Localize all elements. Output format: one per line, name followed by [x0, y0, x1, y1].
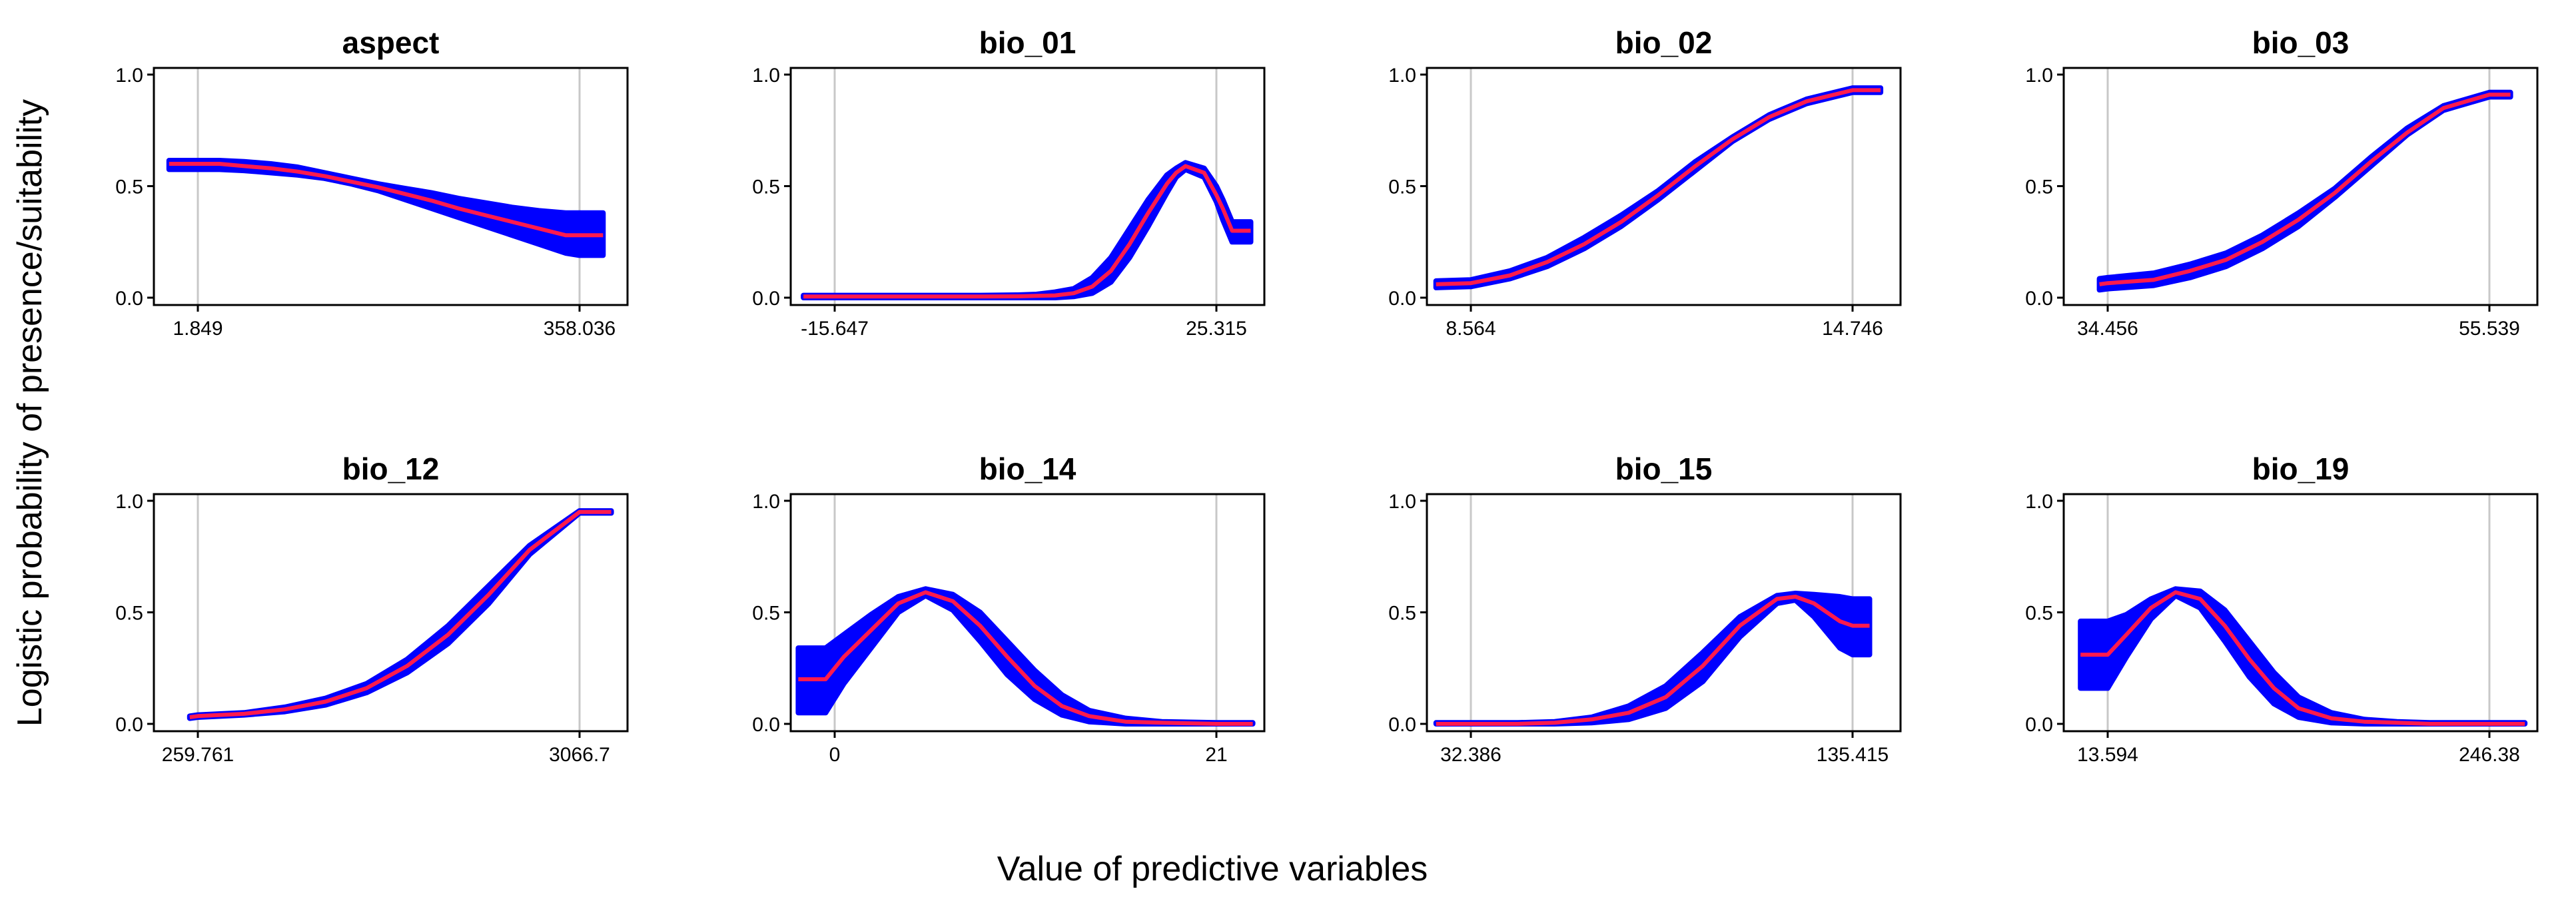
confidence-band	[166, 158, 606, 258]
y-tick-label: 0.0	[2025, 714, 2053, 736]
figure-y-axis-label: Logistic probability of presence/suitabi…	[11, 99, 49, 727]
y-tick-label: 0.5	[115, 176, 143, 198]
y-tick-label: 0.0	[752, 714, 780, 736]
panel-bio-14: 0.0 0.5 1.0 0 21 bio_14	[752, 452, 1266, 766]
x-tick-label: 25.315	[1186, 318, 1247, 340]
y-tick-label: 0.5	[1388, 176, 1416, 198]
panel-bio-15: 0.0 0.5 1.0 32.386 135.415 bio_15	[1388, 452, 1902, 766]
y-tick-label: 0.0	[115, 714, 143, 736]
x-tick-label: 55.539	[2459, 318, 2520, 340]
x-tick-label: 259.761	[162, 744, 234, 766]
x-tick-label: 246.38	[2459, 744, 2520, 766]
y-tick-label: 0.5	[752, 603, 780, 625]
x-tick-label: 358.036	[544, 318, 616, 340]
response-curve	[798, 590, 1253, 726]
confidence-band	[1433, 85, 1884, 290]
x-tick-label: 1.849	[173, 318, 222, 340]
confidence-band	[1433, 591, 1873, 727]
y-tick-label: 1.0	[2025, 491, 2053, 513]
y-tick-label: 1.0	[752, 491, 780, 513]
y-tick-label: 0.0	[2025, 288, 2053, 310]
panel-bio-01: 0.0 0.5 1.0 -15.647 25.315 bio_01	[752, 25, 1266, 340]
y-tick-label: 0.0	[1388, 288, 1416, 310]
x-tick-label: 14.746	[1822, 318, 1883, 340]
plot-frame	[789, 67, 1266, 306]
y-tick-label: 1.0	[1388, 491, 1416, 513]
y-tick-label: 1.0	[2025, 65, 2053, 87]
panels-group: 0.0 0.5 1.0 1.849 358.036 aspect 0.0 0.5 1.0 -15.…	[115, 25, 2539, 766]
panel-title: aspect	[342, 25, 440, 60]
panel-title: bio_15	[1615, 452, 1713, 486]
x-tick-label: -15.647	[801, 318, 869, 340]
y-tick-label: 0.5	[1388, 603, 1416, 625]
panel-bio-03: 0.0 0.5 1.0 34.456 55.539 bio_03	[2025, 25, 2539, 340]
y-tick-label: 0.5	[2025, 603, 2053, 625]
response-curve	[189, 509, 612, 719]
y-tick-label: 1.0	[1388, 65, 1416, 87]
panel-bio-19: 0.0 0.5 1.0 13.594 246.38 bio_19	[2025, 452, 2539, 766]
panel-title: bio_02	[1615, 25, 1713, 60]
y-tick-label: 0.0	[115, 288, 143, 310]
panel-aspect: 0.0 0.5 1.0 1.849 358.036 aspect	[115, 25, 629, 340]
panel-title: bio_12	[342, 452, 440, 486]
x-tick-label: 135.415	[1817, 744, 1889, 766]
x-tick-label: 0	[829, 744, 841, 766]
response-curve	[2099, 93, 2511, 286]
x-tick-label: 8.564	[1446, 318, 1496, 340]
response-curve	[803, 164, 1251, 299]
confidence-band	[795, 586, 1256, 727]
y-tick-label: 0.0	[1388, 714, 1416, 736]
x-tick-label: 21	[1205, 744, 1227, 766]
confidence-band	[187, 508, 614, 721]
y-tick-label: 0.5	[115, 603, 143, 625]
confidence-band	[2096, 89, 2513, 293]
x-tick-label: 13.594	[2077, 744, 2138, 766]
y-tick-label: 0.5	[2025, 176, 2053, 198]
figure-x-axis-label: Value of predictive variables	[997, 850, 1428, 888]
panel-bio-12: 0.0 0.5 1.0 259.761 3066.7 bio_12	[115, 452, 629, 766]
y-tick-label: 1.0	[115, 491, 143, 513]
panel-title: bio_14	[979, 452, 1076, 486]
response-curve	[1436, 88, 1881, 286]
panel-title: bio_01	[979, 25, 1076, 60]
panel-bio-02: 0.0 0.5 1.0 8.564 14.746 bio_02	[1388, 25, 1902, 340]
response-curve	[1436, 595, 1870, 726]
x-tick-label: 34.456	[2077, 318, 2138, 340]
y-tick-label: 0.5	[752, 176, 780, 198]
panel-title: bio_03	[2252, 25, 2350, 60]
x-tick-label: 3066.7	[549, 744, 610, 766]
y-tick-label: 1.0	[115, 65, 143, 87]
y-tick-label: 1.0	[752, 65, 780, 87]
response-curve	[169, 162, 604, 238]
y-tick-label: 0.0	[752, 288, 780, 310]
panel-title: bio_19	[2252, 452, 2350, 486]
confidence-band	[801, 160, 1254, 300]
x-tick-label: 32.386	[1440, 744, 1502, 766]
response-curve	[2080, 590, 2525, 726]
